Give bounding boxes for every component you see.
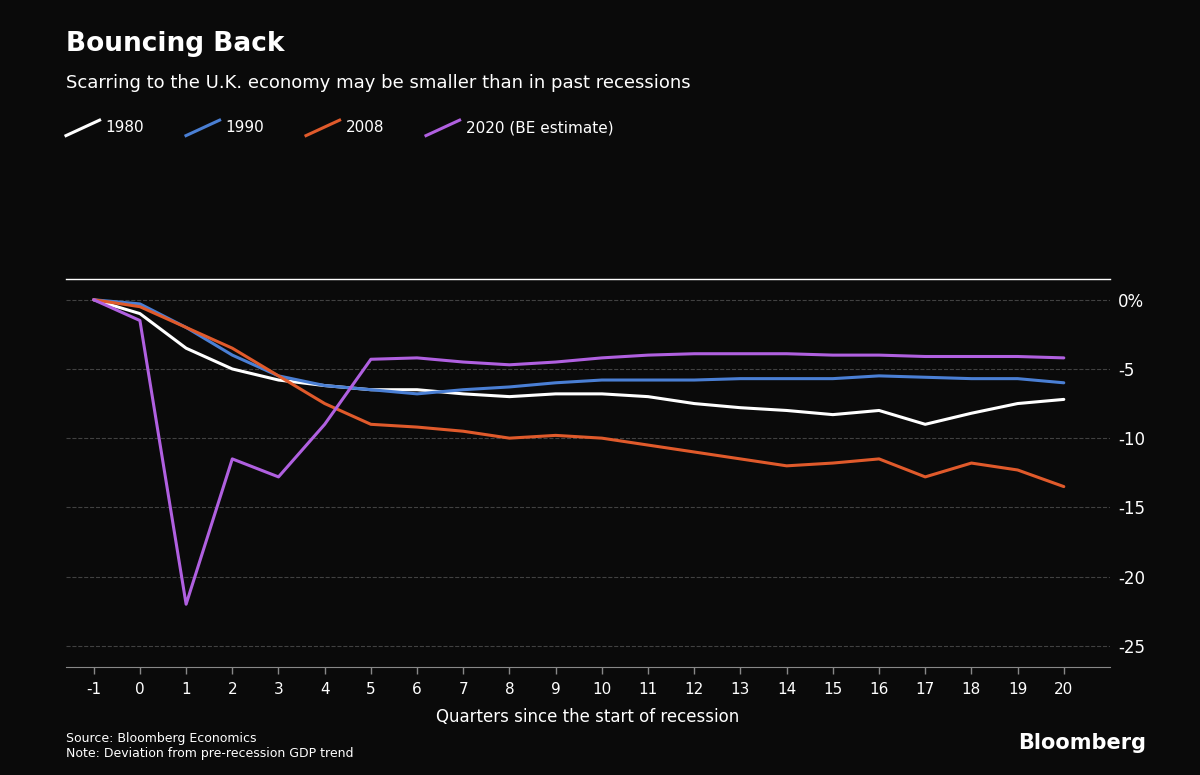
- Text: Scarring to the U.K. economy may be smaller than in past recessions: Scarring to the U.K. economy may be smal…: [66, 74, 691, 91]
- X-axis label: Quarters since the start of recession: Quarters since the start of recession: [437, 708, 739, 726]
- Text: 1990: 1990: [226, 120, 264, 136]
- Text: 1980: 1980: [106, 120, 144, 136]
- Text: 2008: 2008: [346, 120, 384, 136]
- Text: Source: Bloomberg Economics
Note: Deviation from pre-recession GDP trend: Source: Bloomberg Economics Note: Deviat…: [66, 732, 354, 760]
- Text: Bloomberg: Bloomberg: [1018, 733, 1146, 753]
- Text: 2020 (BE estimate): 2020 (BE estimate): [466, 120, 613, 136]
- Text: Bouncing Back: Bouncing Back: [66, 31, 284, 57]
